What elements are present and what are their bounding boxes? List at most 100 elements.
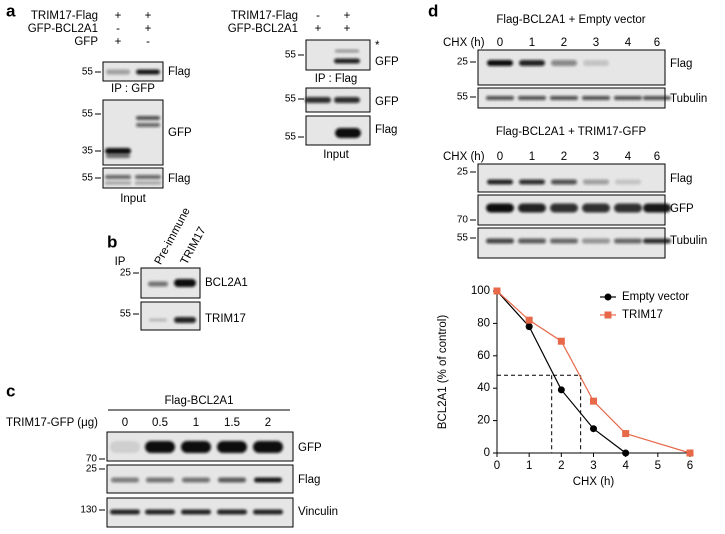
- band: [551, 179, 577, 185]
- blot-label: Flag: [298, 474, 320, 486]
- blot-label: GFP: [168, 127, 192, 139]
- lane-sign: +: [145, 10, 152, 22]
- band: [135, 181, 161, 185]
- time-value: 0: [497, 151, 503, 163]
- band: [145, 509, 175, 515]
- point: [525, 316, 533, 324]
- time-value: 1: [529, 37, 535, 49]
- band: [149, 318, 167, 322]
- dose-value: 0.5: [152, 417, 168, 429]
- time-value: 6: [654, 151, 660, 163]
- band: [106, 69, 130, 75]
- band: [487, 179, 513, 185]
- dose-value: 1.5: [224, 417, 240, 429]
- y-tick-label: 40: [477, 382, 490, 394]
- blot-label: GFP: [375, 96, 399, 108]
- time-label: CHX (h): [443, 37, 485, 49]
- band: [519, 179, 545, 185]
- band: [582, 203, 610, 213]
- input-label: Input: [323, 149, 349, 161]
- band: [583, 60, 609, 66]
- time-value: 6: [654, 37, 660, 49]
- time-value: 4: [625, 151, 632, 163]
- blot-label: TRIM17: [205, 313, 246, 325]
- band: [146, 477, 174, 483]
- band: [334, 58, 360, 64]
- band: [136, 69, 160, 75]
- dose-label: TRIM17-GFP (μg): [6, 417, 98, 429]
- x-tick-label: 6: [687, 460, 693, 472]
- series-line: [496, 290, 691, 454]
- band: [486, 96, 514, 100]
- band: [614, 96, 642, 100]
- blot: [477, 49, 666, 86]
- band: [335, 128, 361, 138]
- band: [614, 203, 642, 213]
- blot: [305, 39, 371, 71]
- band: [253, 441, 283, 453]
- dose-value: 2: [265, 417, 271, 429]
- y-axis-label: BCL2A1 (% of control): [437, 315, 449, 430]
- mw-marker: 35: [82, 146, 94, 157]
- panel-label: a: [6, 1, 16, 20]
- band: [335, 49, 359, 53]
- y-tick-label: 20: [477, 415, 490, 427]
- blot: [477, 163, 666, 193]
- band: [181, 441, 211, 453]
- row-label: TRIM17-Flag: [31, 10, 98, 22]
- band: [643, 96, 671, 100]
- x-tick-label: 0: [494, 460, 500, 472]
- band: [106, 154, 130, 158]
- mw-marker: 25: [457, 167, 469, 178]
- band: [111, 477, 139, 483]
- band: [486, 238, 514, 244]
- band: [182, 477, 210, 483]
- lane-sign: +: [145, 23, 152, 35]
- blot-label: GFP: [375, 56, 399, 68]
- band: [518, 238, 546, 244]
- blot: [102, 61, 164, 82]
- band: [334, 97, 360, 103]
- lane-sign: -: [116, 23, 120, 35]
- row-label: GFP-BCL2A1: [28, 23, 98, 35]
- asterisk: *: [375, 40, 380, 52]
- mw-marker: 70: [86, 454, 98, 465]
- mw-marker: 55: [457, 233, 469, 244]
- mw-marker: 25: [86, 464, 98, 475]
- band: [105, 148, 131, 154]
- lane-sign: +: [344, 23, 351, 35]
- dose-value: 1: [193, 417, 199, 429]
- row-label: GFP-BCL2A1: [228, 23, 298, 35]
- mw-marker: 25: [457, 57, 469, 68]
- y-tick-label: 0: [484, 447, 490, 459]
- time-value: 3: [593, 37, 599, 49]
- y-tick-label: 100: [471, 285, 490, 297]
- time-value: 2: [561, 151, 567, 163]
- block-title: Flag-BCL2A1 + TRIM17-GFP: [496, 126, 647, 138]
- point: [590, 425, 597, 433]
- row-label: GFP: [74, 36, 98, 48]
- ip-label: IP : Flag: [315, 73, 358, 85]
- band: [110, 441, 140, 453]
- x-axis-label: CHX (h): [573, 476, 615, 488]
- band: [614, 238, 642, 244]
- lane-sign: +: [115, 10, 122, 22]
- band: [486, 203, 514, 213]
- band: [550, 238, 578, 244]
- band: [254, 477, 282, 483]
- mw-marker: 70: [457, 215, 469, 226]
- band: [518, 203, 546, 213]
- mw-marker: 55: [82, 67, 94, 78]
- point: [557, 386, 565, 394]
- point: [622, 430, 630, 438]
- mw-marker: 55: [82, 173, 94, 184]
- legend-label: Empty vector: [622, 291, 689, 303]
- blot-label: Vinculin: [298, 506, 338, 518]
- band: [217, 441, 247, 453]
- band: [136, 116, 160, 120]
- point: [525, 323, 533, 331]
- band: [643, 238, 671, 244]
- time-value: 0: [497, 37, 503, 49]
- blot-label: Flag: [168, 173, 190, 185]
